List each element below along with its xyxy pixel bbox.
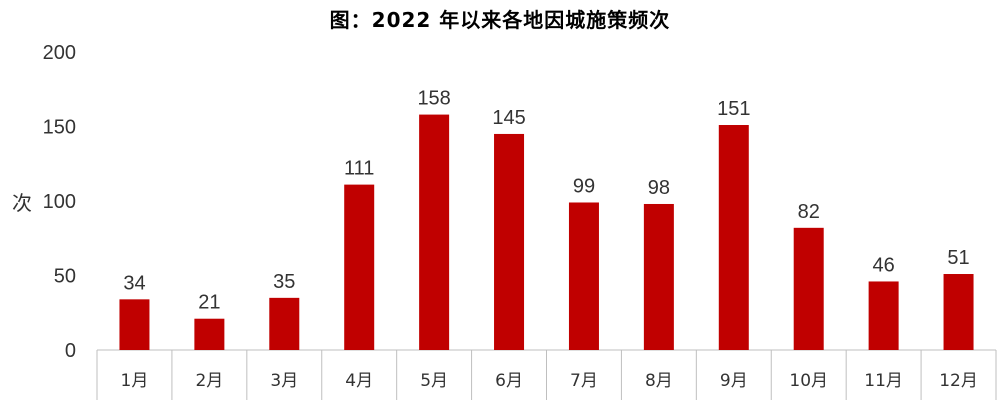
- data-label: 99: [573, 175, 595, 197]
- category-label: 6月: [495, 371, 523, 391]
- axes: [96, 349, 997, 400]
- category-label: 4月: [345, 371, 373, 391]
- category-label: 7月: [570, 371, 598, 391]
- category-label: 3月: [270, 371, 298, 391]
- category-label: 8月: [645, 371, 673, 391]
- y-tick-label: 0: [65, 340, 76, 362]
- y-tick-label: 150: [43, 117, 76, 139]
- data-label: 158: [417, 88, 450, 110]
- category-label: 2月: [195, 371, 223, 391]
- bar: [643, 203, 674, 350]
- data-label: 151: [717, 98, 750, 120]
- chart-title: 图：2022 年以来各地因城施策频次: [329, 8, 671, 32]
- bar: [943, 274, 974, 350]
- category-labels: 1月 2月 3月 4月 5月 6月 7月 8月 9月 10月 11月 12月: [121, 371, 978, 391]
- bar: [194, 318, 225, 350]
- category-label: 5月: [420, 371, 448, 391]
- category-label: 10月: [789, 371, 828, 391]
- data-label: 82: [798, 201, 820, 223]
- y-tick-label: 200: [43, 42, 76, 64]
- bar: [868, 281, 899, 350]
- data-label: 111: [344, 158, 374, 180]
- y-tick-label: 50: [54, 266, 76, 288]
- category-label: 1月: [121, 371, 149, 391]
- bar: [718, 125, 749, 350]
- data-label: 51: [947, 247, 969, 269]
- bar: [494, 133, 525, 350]
- data-label: 145: [492, 107, 525, 129]
- data-label: 46: [873, 254, 895, 276]
- data-label: 34: [123, 272, 145, 294]
- bars: [119, 114, 974, 350]
- y-axis-ticks: 0 50 100 150 200: [43, 42, 76, 362]
- bar: [419, 114, 450, 350]
- bar: [269, 297, 300, 350]
- bar: [568, 202, 599, 350]
- bar: [119, 299, 150, 350]
- category-label: 12月: [939, 371, 978, 391]
- category-label: 11月: [864, 371, 903, 391]
- y-axis-label: 次: [12, 191, 32, 215]
- bar: [344, 184, 375, 350]
- data-label: 21: [198, 292, 220, 314]
- category-label: 9月: [720, 371, 748, 391]
- bar: [793, 227, 824, 350]
- data-labels: 34 21 35 111 158 145 99 98 151 82 46 51: [123, 88, 969, 314]
- data-label: 98: [648, 177, 670, 199]
- data-label: 35: [273, 271, 295, 293]
- y-tick-label: 100: [43, 191, 76, 213]
